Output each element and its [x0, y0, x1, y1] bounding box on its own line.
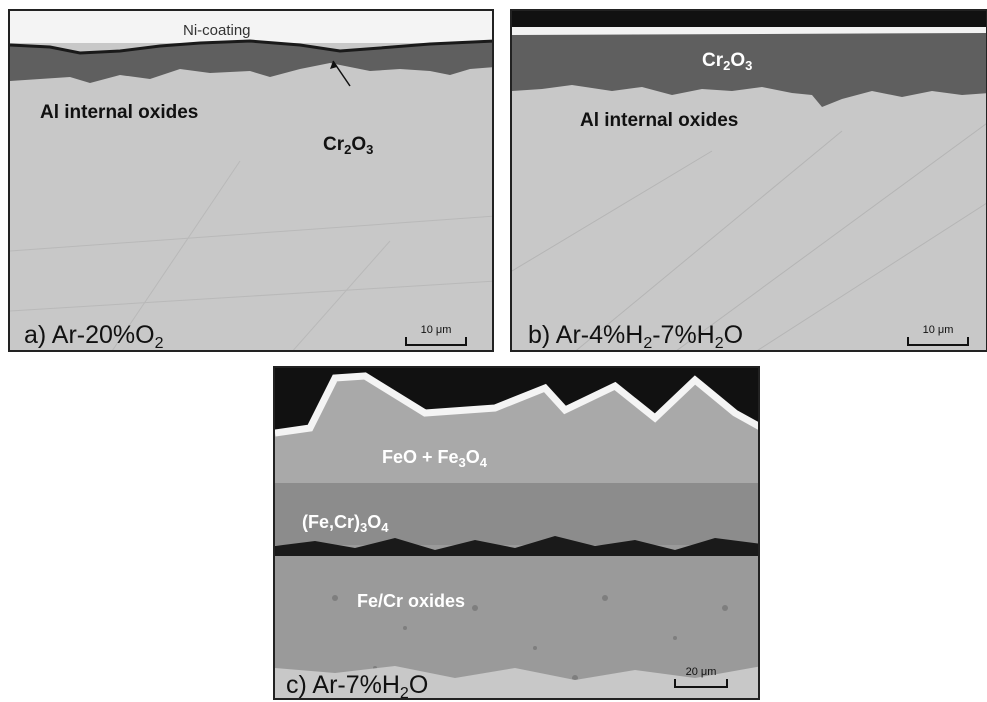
fe-cr-spinel-label: (Fe,Cr)3O4 [302, 512, 389, 535]
feo-fe3o4-label: FeO + Fe3O4 [382, 447, 488, 470]
scale-bar-c: 20 μm [674, 666, 728, 688]
fe-cr-oxides-label: Fe/Cr oxides [357, 591, 466, 611]
al-internal-oxides-label-b: Al internal oxides [580, 110, 739, 131]
micrograph-image-b [512, 11, 986, 350]
micrograph-image-a [10, 11, 492, 350]
micrograph-image-c [275, 368, 758, 698]
panel-c-caption: c) Ar-7%H2O [286, 671, 429, 700]
cr2o3-label-b: Cr2O3 [702, 50, 753, 73]
scale-bar-a: 10 μm [405, 324, 467, 346]
ni-coating-label: Ni-coating [183, 22, 251, 39]
cr2o3-label: Cr2O3 [323, 134, 374, 157]
micrograph-panel-a: Ni-coating Al internal oxides Cr2O3 a) A… [8, 9, 494, 352]
al-internal-oxides-label: Al internal oxides [40, 102, 199, 123]
panel-a-caption: a) Ar-20%O2 [24, 321, 164, 352]
micrograph-panel-c: FeO + Fe3O4 (Fe,Cr)3O4 Fe/Cr oxides c) A… [273, 366, 760, 700]
scale-bar-b: 10 μm [907, 324, 969, 346]
panel-b-caption: b) Ar-4%H2-7%H2O [528, 321, 744, 352]
micrograph-panel-b: Cr2O3 Al internal oxides b) Ar-4%H2-7%H2… [510, 9, 987, 352]
